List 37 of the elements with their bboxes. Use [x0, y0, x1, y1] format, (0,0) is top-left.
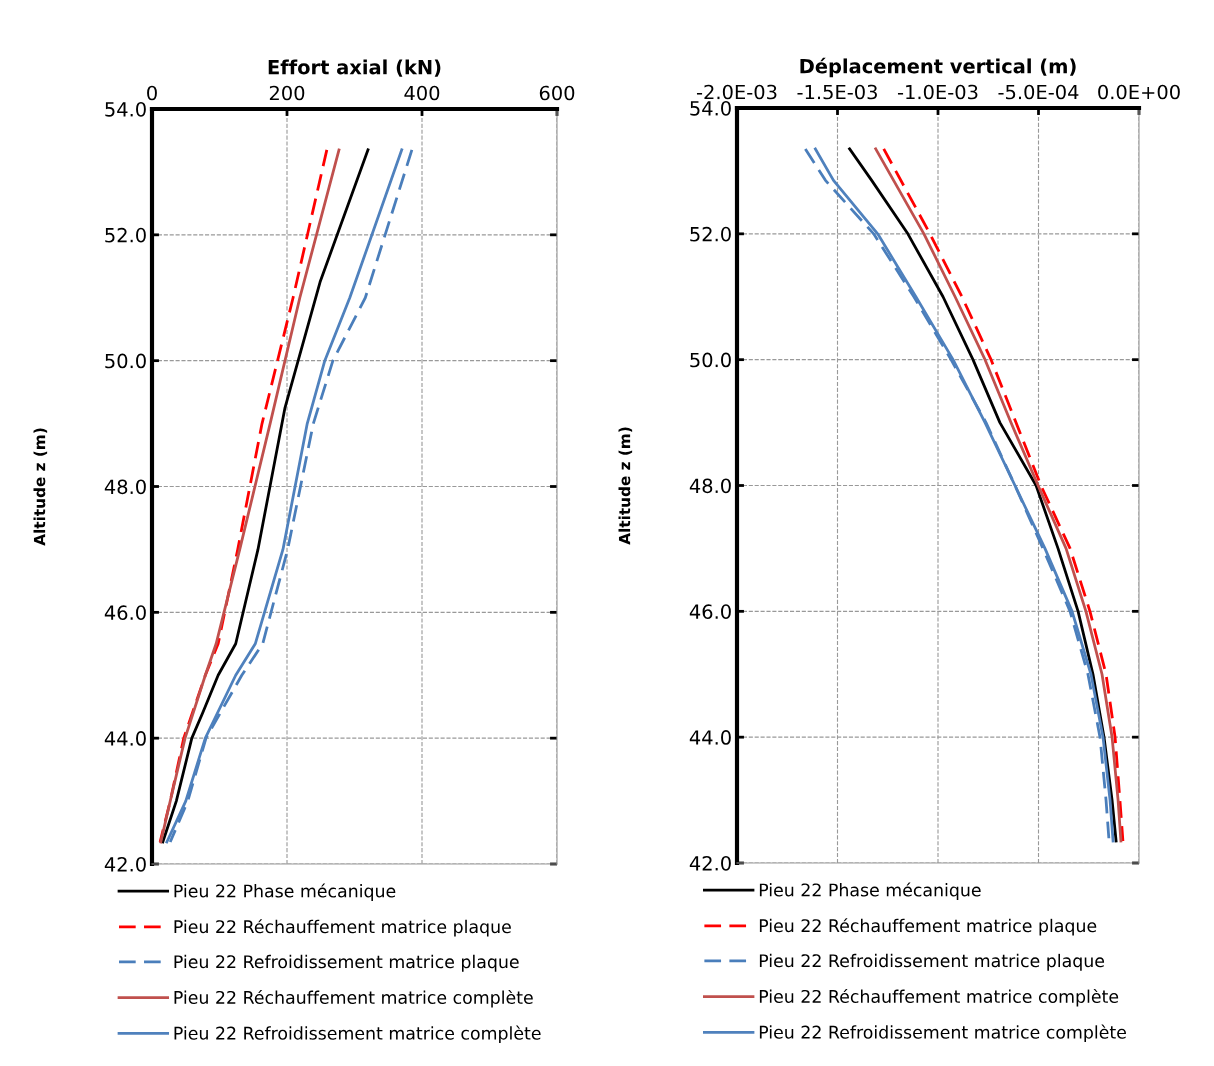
legend-label: Pieu 22 Réchauffement matrice complète: [174, 989, 533, 1008]
x-tick-label: -1.0E-03: [897, 84, 978, 100]
legend-label: Pieu 22 Réchauffement matrice complète: [759, 988, 1119, 1007]
legend-label: Pieu 22 Refroidissement matrice complète: [759, 1024, 1126, 1043]
x-tick-label: 0: [147, 85, 157, 101]
y-tick-label: 50.0: [105, 353, 146, 369]
legend-label: Pieu 22 Refroidissement matrice plaque: [174, 954, 519, 972]
y-tick-label: 54.0: [690, 100, 731, 116]
y-tick-label: 42.0: [689, 855, 731, 871]
legend-label: Pieu 22 Réchauffement matrice plaque: [759, 918, 1097, 936]
legend-label: Pieu 22 Phase mécanique: [759, 882, 981, 900]
y-tick-label: 52.0: [690, 226, 731, 242]
legend-label: Pieu 22 Phase mécanique: [174, 883, 396, 901]
y-tick-label: 54.0: [105, 101, 146, 117]
y-tick-label: 46.0: [104, 605, 146, 620]
x-tick-label: -5.0E-04: [998, 84, 1079, 100]
y-tick-label: 52.0: [105, 227, 146, 243]
legend-label: Pieu 22 Refroidissement matrice complète: [174, 1025, 541, 1044]
y-tick-label: 44.0: [689, 730, 731, 745]
y-axis-title: Altitude z (m): [33, 428, 48, 546]
x-tick-label: 600: [539, 85, 575, 101]
y-tick-label: 44.0: [104, 731, 146, 746]
x-axis-title: Déplacement vertical (m): [800, 57, 1076, 78]
y-tick-label: 48.0: [104, 479, 146, 495]
y-tick-label: 50.0: [690, 352, 731, 368]
x-tick-label: 0.0E+00: [1098, 84, 1180, 100]
x-tick-label: 200: [269, 85, 305, 101]
x-axis-title: Effort axial (kN): [268, 59, 441, 77]
legend-label: Pieu 22 Réchauffement matrice plaque: [174, 919, 511, 937]
x-tick-label: -1.5E-03: [797, 84, 877, 100]
y-axis-title: Altitude z (m): [618, 427, 633, 545]
x-tick-label: -2.0E-03: [696, 84, 777, 100]
y-tick-label: 46.0: [689, 604, 731, 619]
x-tick-label: 400: [404, 85, 440, 101]
legend-label: Pieu 22 Refroidissement matrice plaque: [759, 953, 1105, 971]
y-tick-label: 48.0: [689, 478, 731, 494]
y-tick-label: 42.0: [104, 856, 146, 872]
